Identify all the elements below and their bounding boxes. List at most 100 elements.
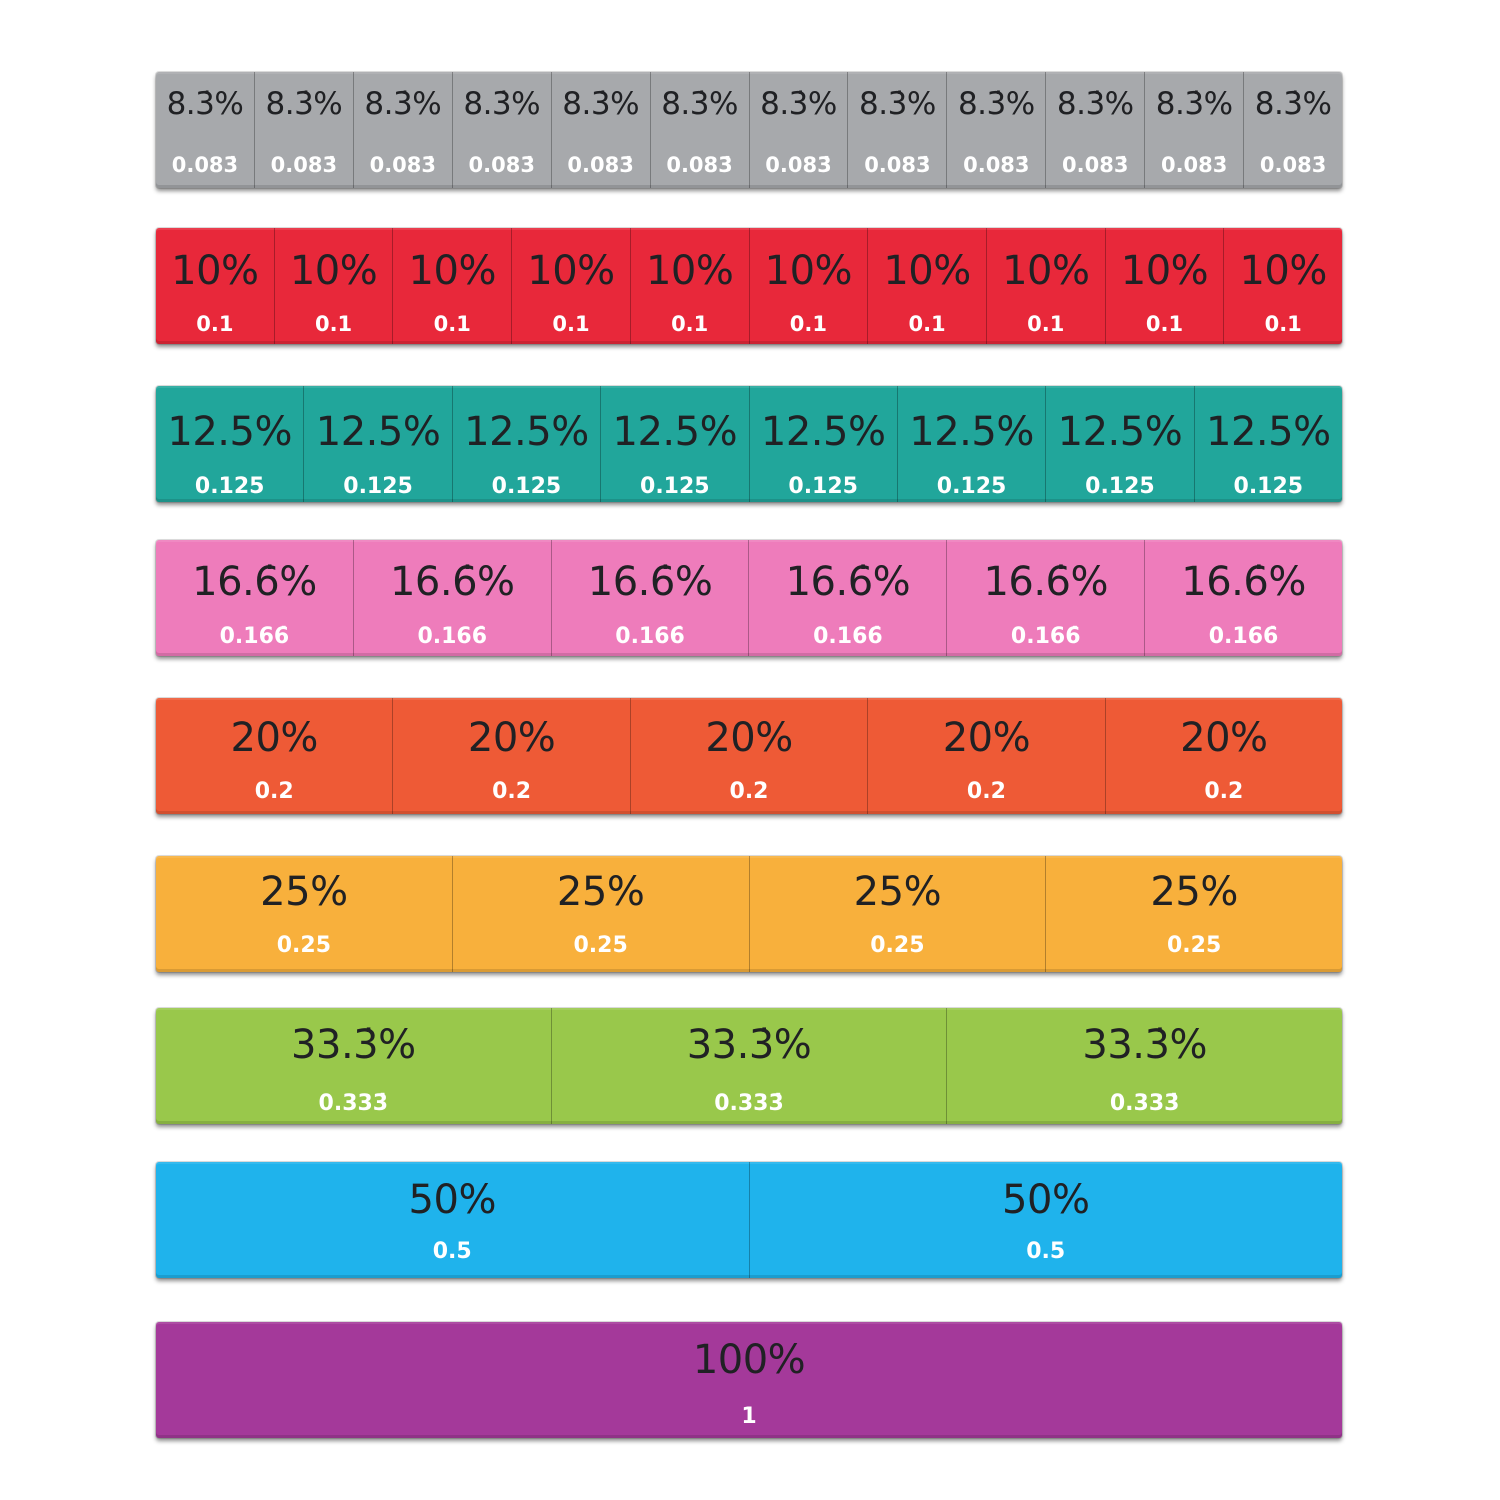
percent-label: 8.3̇%	[166, 86, 244, 122]
fraction-tile: 10% 0.1	[275, 228, 394, 344]
percent-label: 100%	[692, 1337, 806, 1383]
strip-3-parts: 33.3̇% 0.333̇ 33.3̇% 0.333̇ 33.3̇% 0.333̇	[156, 1008, 1342, 1124]
fraction-tile: 20% 0.2	[1106, 698, 1342, 814]
percent-label: 33.3̇%	[291, 1022, 416, 1068]
fraction-tile: 10% 0.1	[393, 228, 513, 344]
percent-label: 20%	[467, 715, 556, 761]
decimal-label: 0.125	[936, 474, 1007, 499]
percent-label: 8.3̇%	[957, 86, 1035, 122]
fraction-tile: 12.5% 0.125	[156, 386, 305, 502]
decimal-label: 0.333̇	[714, 1091, 784, 1116]
strip-6-parts: 16.6̇% 0.166̇ 16.6̇% 0.166̇ 16.6̇% 0.166̇ 16.6…	[156, 540, 1342, 656]
decimal-label: 0.166̇	[615, 624, 685, 649]
fraction-tile: 33.3̇% 0.333̇	[552, 1008, 948, 1124]
decimal-label: 0.083̇	[765, 153, 832, 177]
decimal-label: 0.125	[194, 474, 265, 499]
fraction-tile: 8.3̇% 0.083̇	[453, 72, 552, 188]
fraction-tile: 16.6̇% 0.166̇	[947, 540, 1146, 656]
decimal-label: 0.125	[640, 474, 710, 499]
decimal-label: 0.25	[573, 933, 628, 958]
decimal-label: 0.2	[492, 779, 532, 804]
fraction-tile: 12.5% 0.125	[601, 386, 750, 502]
decimal-label: 0.125	[491, 474, 562, 499]
fraction-tile: 20% 0.2	[156, 698, 394, 814]
fraction-tile: 8.3̇% 0.083̇	[1145, 72, 1245, 188]
fraction-tile: 16.6̇% 0.166̇	[1145, 540, 1342, 656]
percent-label: 8.3̇%	[1056, 86, 1134, 122]
percent-label: 12.5%	[464, 409, 589, 455]
decimal-label: 0.25	[276, 933, 332, 958]
fraction-tile: 8.3̇% 0.083̇	[1046, 72, 1146, 188]
decimal-label: 0.2	[966, 779, 1006, 804]
fraction-tile: 8.3̇% 0.083̇	[1244, 72, 1342, 188]
percent-label: 10%	[408, 248, 497, 294]
percent-label: 10%	[645, 248, 734, 294]
percent-label: 20%	[230, 715, 319, 761]
fraction-tile: 10% 0.1	[512, 228, 631, 344]
decimal-label: 0.125	[1233, 474, 1304, 499]
decimal-label: 0.166̇	[1208, 624, 1279, 649]
decimal-label: 0.1	[1264, 312, 1302, 336]
percent-label: 16.6̇%	[389, 559, 515, 605]
decimal-label: 0.083̇	[369, 153, 437, 177]
decimal-label: 0.1	[1027, 312, 1065, 336]
decimal-label: 0.1	[196, 312, 234, 336]
percent-label: 12.5%	[760, 409, 886, 455]
decimal-label: 0.166̇	[219, 624, 290, 649]
percent-label: 25%	[1150, 869, 1238, 915]
percent-label: 10%	[883, 248, 971, 294]
fraction-tile: 25% 0.25	[453, 856, 750, 972]
decimal-label: 0.2	[729, 779, 769, 804]
strip-8-parts: 12.5% 0.125 12.5% 0.125 12.5% 0.125 12.5% 0.125…	[156, 386, 1342, 502]
fraction-tile: 12.5% 0.125	[1046, 386, 1195, 502]
fraction-tile: 12.5% 0.125	[304, 386, 453, 502]
fraction-tile: 25% 0.25	[750, 856, 1047, 972]
decimal-label: 0.333̇	[318, 1091, 389, 1116]
percent-label: 10%	[1002, 248, 1090, 294]
fraction-tile: 16.6̇% 0.166̇	[749, 540, 948, 656]
decimal-label: 0.166̇	[417, 624, 488, 649]
decimal-label: 0.25	[870, 933, 925, 958]
fraction-tile: 50% 0.5	[156, 1162, 750, 1278]
percent-label: 33.3̇%	[686, 1022, 812, 1068]
fraction-tile: 10% 0.1	[631, 228, 750, 344]
fraction-tile: 10% 0.1	[750, 228, 869, 344]
decimal-label: 0.1	[789, 312, 827, 336]
percent-label: 16.6̇%	[983, 559, 1109, 605]
decimal-label: 0.125	[788, 474, 858, 499]
decimal-label: 1	[741, 1404, 757, 1429]
fraction-tile: 12.5% 0.125	[898, 386, 1047, 502]
percent-label: 8.3̇%	[463, 86, 541, 122]
percent-label: 10%	[1239, 248, 1327, 294]
percent-label: 20%	[942, 715, 1031, 761]
decimal-label: 0.125	[1085, 474, 1155, 499]
strip-10-parts: 10% 0.1 10% 0.1 10% 0.1 10% 0.1 10% 0.1 10% 0.1 10% 0…	[156, 228, 1342, 344]
percent-label: 33.3̇%	[1082, 1022, 1207, 1068]
decimal-label: 0.1	[433, 312, 471, 336]
percent-label: 16.6̇%	[192, 559, 317, 605]
decimal-label: 0.1	[671, 312, 709, 336]
decimal-label: 0.083̇	[468, 153, 535, 177]
percent-label: 12.5%	[1206, 409, 1331, 455]
fraction-tile: 12.5% 0.125	[1195, 386, 1342, 502]
fraction-tile: 25% 0.25	[1046, 856, 1342, 972]
decimal-label: 0.166̇	[813, 624, 883, 649]
percent-label: 10%	[764, 248, 853, 294]
percent-label: 8.3̇%	[364, 86, 442, 122]
decimal-label: 0.083̇	[1062, 153, 1129, 177]
decimal-label: 0.083̇	[666, 153, 733, 177]
percent-label: 8.3̇%	[1254, 86, 1332, 122]
fraction-tile: 8.3̇% 0.083̇	[848, 72, 948, 188]
decimal-label: 0.083̇	[171, 153, 239, 177]
percent-label: 12.5%	[612, 409, 738, 455]
decimal-label: 0.1	[314, 312, 353, 336]
fraction-tile: 100% 1	[156, 1322, 1342, 1438]
strip-4-parts: 25% 0.25 25% 0.25 25% 0.25 25% 0.25	[156, 856, 1342, 972]
percent-label: 20%	[705, 715, 793, 761]
percent-label: 16.6̇%	[587, 559, 713, 605]
decimal-label: 0.083̇	[1259, 153, 1327, 177]
percent-label: 12.5%	[1057, 409, 1183, 455]
fraction-tile: 8.3̇% 0.083̇	[156, 72, 255, 188]
percent-label: 16.6̇%	[1181, 559, 1306, 605]
decimal-label: 0.1	[552, 312, 590, 336]
